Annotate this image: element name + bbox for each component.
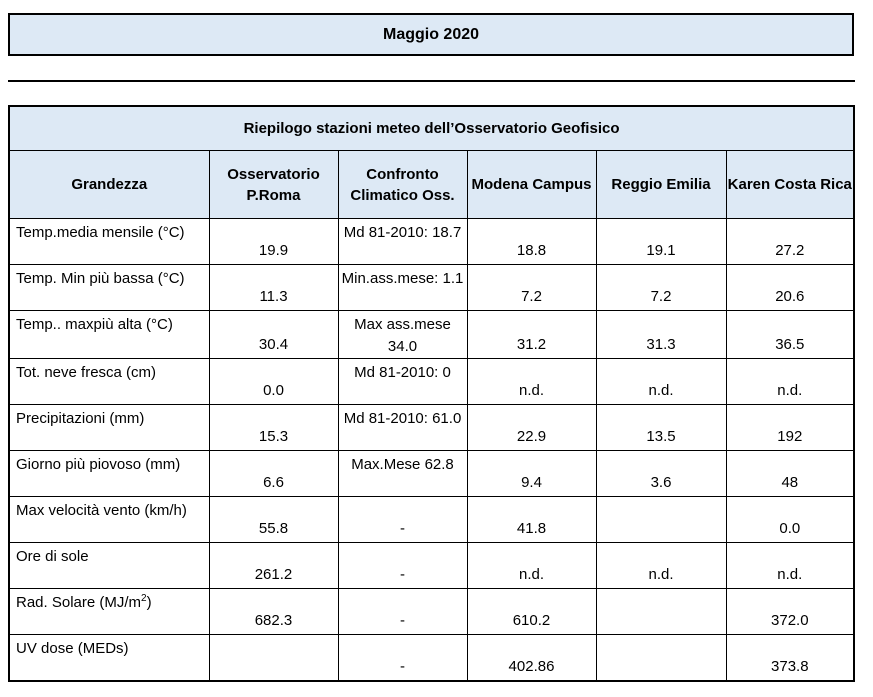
cell-osservatorio: 19.9 <box>208 218 339 265</box>
cell-osservatorio <box>208 634 339 682</box>
cell-modena: 7.2 <box>466 264 597 311</box>
cell-karen: 36.5 <box>725 310 854 359</box>
cell-confronto: Min.ass.mese: 1.1 <box>337 264 468 311</box>
cell-karen: 192 <box>725 404 854 451</box>
header-reggio: Reggio Emilia <box>595 150 727 219</box>
table-row: Precipitazioni (mm) 15.3 Md 81-2010: 61.0 2… <box>10 404 854 451</box>
cell-modena: 31.2 <box>466 310 597 359</box>
cell-confronto: - <box>337 588 468 635</box>
cell-modena: 402.86 <box>466 634 597 682</box>
header-karen: Karen Costa Rica <box>725 150 854 219</box>
cell-modena: 9.4 <box>466 450 597 497</box>
table-row: Giorno più piovoso (mm) 6.6 Max.Mese 62.8 9… <box>10 450 854 497</box>
cell-reggio: 3.6 <box>595 450 727 497</box>
cell-reggio: 19.1 <box>595 218 727 265</box>
cell-osservatorio: 11.3 <box>208 264 339 311</box>
cell-confronto: Max.Mese 62.8 <box>337 450 468 497</box>
summary-table-container: Riepilogo stazioni meteo dell’Osservator… <box>8 105 855 682</box>
table-row: Temp.media mensile (°C) 19.9 Md 81-2010: 1… <box>10 218 854 265</box>
cell-karen: 373.8 <box>725 634 854 682</box>
cell-osservatorio: 6.6 <box>208 450 339 497</box>
header-osservatorio: Osservatorio P.Roma <box>208 150 339 219</box>
cell-modena: 18.8 <box>466 218 597 265</box>
cell-reggio: 13.5 <box>595 404 727 451</box>
cell-osservatorio: 682.3 <box>208 588 339 635</box>
cell-modena: 610.2 <box>466 588 597 635</box>
cell-osservatorio: 0.0 <box>208 358 339 405</box>
cell-karen: 372.0 <box>725 588 854 635</box>
cell-reggio: 7.2 <box>595 264 727 311</box>
divider <box>8 80 855 82</box>
cell-confronto: Md 81-2010: 61.0 <box>337 404 468 451</box>
cell-karen: 27.2 <box>725 218 854 265</box>
cell-reggio: n.d. <box>595 542 727 589</box>
cell-confronto: - <box>337 634 468 682</box>
table-row: Tot. neve fresca (cm) 0.0 Md 81-2010: 0 n.d… <box>10 358 854 405</box>
row-label: Temp.. maxpiù alta (°C) <box>10 310 210 359</box>
cell-reggio <box>595 634 727 682</box>
header-row: Grandezza Osservatorio P.Roma Confronto … <box>10 150 854 219</box>
cell-modena: 22.9 <box>466 404 597 451</box>
row-label: Giorno più piovoso (mm) <box>10 450 210 497</box>
row-label: UV dose (MEDs) <box>10 634 210 682</box>
cell-karen: 48 <box>725 450 854 497</box>
table-row: Temp.. maxpiù alta (°C) 30.4 Max ass.mese … <box>10 310 854 359</box>
header-confronto: Confronto Climatico Oss. <box>337 150 468 219</box>
cell-osservatorio: 261.2 <box>208 542 339 589</box>
cell-confronto: Max ass.mese 34.0 <box>337 310 468 359</box>
table-caption: Riepilogo stazioni meteo dell’Osservator… <box>10 107 854 151</box>
cell-confronto: Md 81-2010: 0 <box>337 358 468 405</box>
page-title: Maggio 2020 <box>382 25 480 43</box>
summary-table: Riepilogo stazioni meteo dell’Osservator… <box>10 107 854 682</box>
page-title-box: Maggio 2020 <box>8 13 854 56</box>
cell-confronto: - <box>337 542 468 589</box>
cell-osservatorio: 30.4 <box>208 310 339 359</box>
cell-reggio: n.d. <box>595 358 727 405</box>
cell-confronto: - <box>337 496 468 543</box>
cell-reggio <box>595 588 727 635</box>
table-row: Rad. Solare (MJ/m2) 682.3-610.2 372.0 <box>10 588 854 635</box>
table-row: Temp. Min più bassa (°C) 11.3 Min.ass.mese… <box>10 264 854 311</box>
cell-karen: 0.0 <box>725 496 854 543</box>
table-row: UV dose (MEDs) -402.86 373.8 <box>10 634 854 682</box>
cell-karen: 20.6 <box>725 264 854 311</box>
row-label: Rad. Solare (MJ/m2) <box>10 588 210 635</box>
cell-modena: n.d. <box>466 542 597 589</box>
cell-reggio: 31.3 <box>595 310 727 359</box>
row-label: Max velocità vento (km/h) <box>10 496 210 543</box>
cell-karen: n.d. <box>725 542 854 589</box>
row-label: Precipitazioni (mm) <box>10 404 210 451</box>
table-row: Max velocità vento (km/h) 55.8-41.8 0.0 <box>10 496 854 543</box>
cell-modena: n.d. <box>466 358 597 405</box>
header-grandezza: Grandezza <box>10 150 210 219</box>
header-modena: Modena Campus <box>466 150 597 219</box>
row-label: Tot. neve fresca (cm) <box>10 358 210 405</box>
row-label: Temp.media mensile (°C) <box>10 218 210 265</box>
cell-osservatorio: 55.8 <box>208 496 339 543</box>
row-label: Temp. Min più bassa (°C) <box>10 264 210 311</box>
cell-reggio <box>595 496 727 543</box>
table-row: Ore di sole 261.2- n.d. n.d. n.d. <box>10 542 854 589</box>
row-label: Ore di sole <box>10 542 210 589</box>
cell-karen: n.d. <box>725 358 854 405</box>
cell-confronto: Md 81-2010: 18.7 <box>337 218 468 265</box>
cell-osservatorio: 15.3 <box>208 404 339 451</box>
cell-modena: 41.8 <box>466 496 597 543</box>
